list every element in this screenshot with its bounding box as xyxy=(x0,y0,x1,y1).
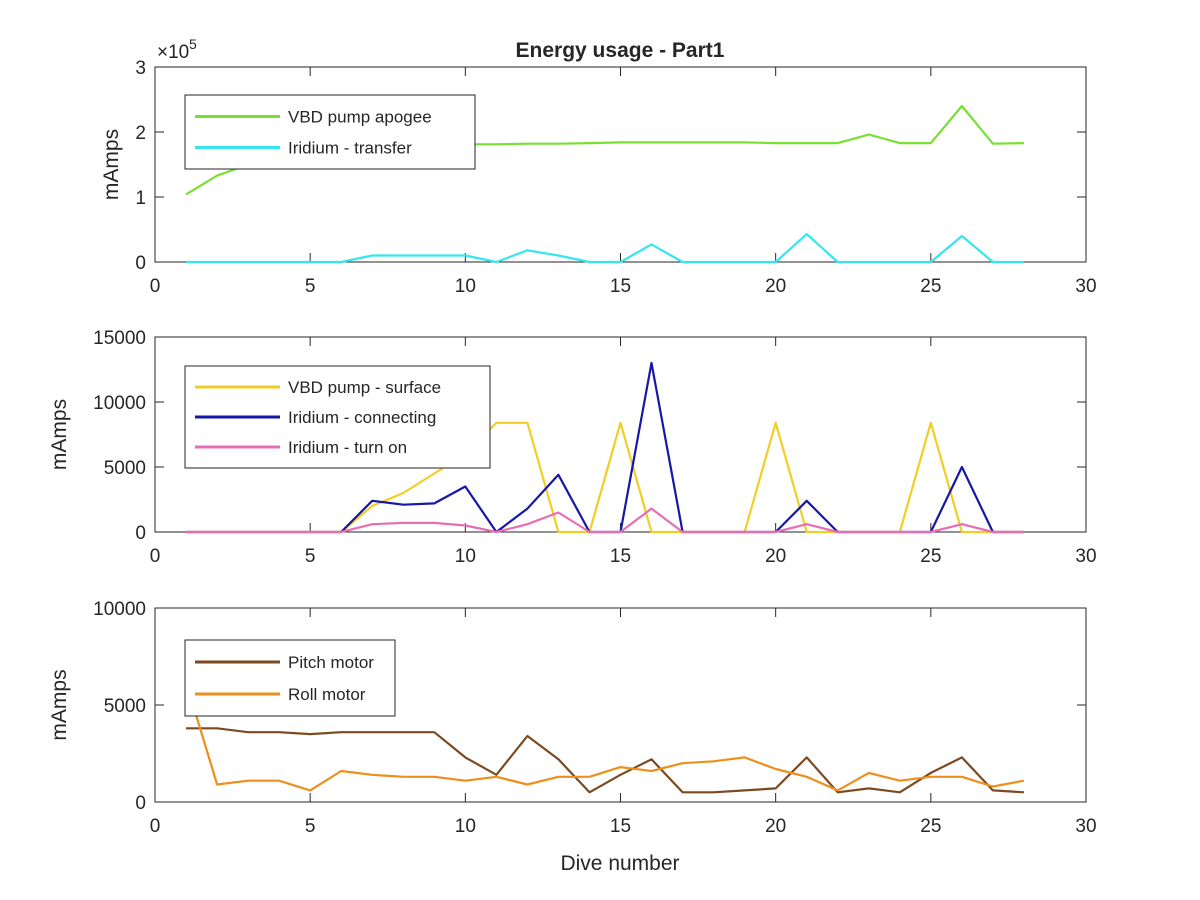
legend-label: Iridium - turn on xyxy=(288,438,407,457)
y-exponent-label: ×10 5 xyxy=(157,36,197,63)
x-tick-label: 5 xyxy=(305,276,316,297)
figure-title: Energy usage - Part1 xyxy=(516,39,725,62)
x-tick-label: 10 xyxy=(455,276,476,297)
x-tick-label: 0 xyxy=(150,816,161,837)
x-tick-label: 15 xyxy=(610,816,631,837)
x-tick-label: 15 xyxy=(610,276,631,297)
series-line-iridium-transfer xyxy=(186,233,1024,264)
y-tick-label: 1 xyxy=(135,188,146,209)
legend-box xyxy=(184,639,396,717)
legend-label: Iridium - connecting xyxy=(288,408,436,427)
y-tick-label: 0 xyxy=(135,523,146,544)
x-tick-label: 20 xyxy=(765,546,786,567)
legend-label: VBD pump - surface xyxy=(288,378,441,397)
legend-box xyxy=(184,94,476,170)
x-tick-label: 20 xyxy=(765,816,786,837)
y-axis-label: mAmps xyxy=(48,399,71,470)
x-tick-label: 30 xyxy=(1075,816,1096,837)
x-tick-label: 10 xyxy=(455,816,476,837)
y-tick-label: 5000 xyxy=(104,458,146,479)
x-tick-label: 25 xyxy=(920,276,941,297)
x-tick-label: 25 xyxy=(920,816,941,837)
x-axis-label: Dive number xyxy=(560,852,679,875)
y-tick-label: 3 xyxy=(135,58,146,79)
x-tick-label: 0 xyxy=(150,276,161,297)
y-axis-label: mAmps xyxy=(48,669,71,740)
x-tick-label: 10 xyxy=(455,546,476,567)
y-tick-label: 0 xyxy=(135,253,146,274)
legend-label: Roll motor xyxy=(288,685,366,704)
y-exponent-base: ×10 xyxy=(157,42,189,63)
series-line-roll-motor xyxy=(184,681,1025,792)
x-tick-label: 20 xyxy=(765,276,786,297)
panel-1: 0 5 10 15 20 25 30 0 1 2 3 mAmps VBD pump apogee Irid… xyxy=(100,58,1097,297)
panel-3: 0 5 10 15 20 25 30 0 5000 10000 mAmps Pitch motor Ro… xyxy=(48,599,1097,837)
y-tick-label: 2 xyxy=(135,123,146,144)
y-tick-label: 10000 xyxy=(93,393,146,414)
x-tick-label: 0 xyxy=(150,546,161,567)
x-tick-label: 5 xyxy=(305,816,316,837)
y-axis-label: mAmps xyxy=(100,129,123,200)
legend-label: VBD pump apogee xyxy=(288,108,432,127)
series-line-iridium-turn-on xyxy=(186,507,1024,534)
y-tick-label: 15000 xyxy=(93,328,146,349)
x-tick-label: 30 xyxy=(1075,276,1096,297)
series-line-pitch-motor xyxy=(186,727,1024,794)
legend-label: Iridium - transfer xyxy=(288,139,412,158)
x-tick-label: 5 xyxy=(305,546,316,567)
legend-label: Pitch motor xyxy=(288,653,374,672)
x-tick-label: 30 xyxy=(1075,546,1096,567)
x-tick-label: 15 xyxy=(610,546,631,567)
y-exponent-power: 5 xyxy=(189,36,197,52)
panel-2: 0 5 10 15 20 25 30 0 5000 10000 15000 mAmps VBD pump… xyxy=(48,328,1097,567)
y-tick-label: 10000 xyxy=(93,599,146,620)
y-tick-label: 5000 xyxy=(104,696,146,717)
y-tick-label: 0 xyxy=(135,793,146,814)
x-tick-label: 25 xyxy=(920,546,941,567)
